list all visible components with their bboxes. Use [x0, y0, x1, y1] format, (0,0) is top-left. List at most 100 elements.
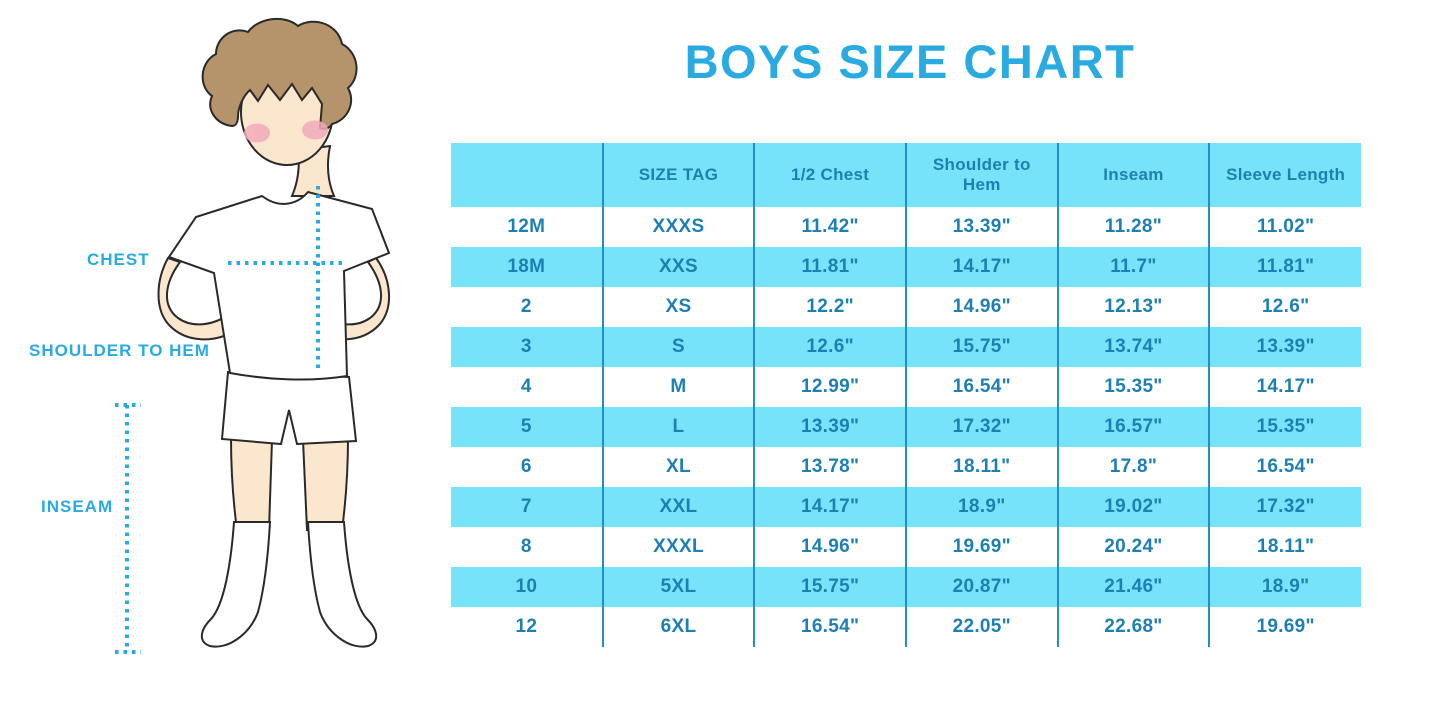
boy-right-leg	[301, 436, 350, 531]
boy-hair	[201, 17, 358, 130]
cell-sleeve-length: 17.32"	[1208, 487, 1361, 527]
cell-size: 7	[520, 496, 532, 517]
boy-illustration	[115, 17, 391, 654]
cell-size-tag: L	[601, 407, 755, 447]
cell-size: 18M	[507, 256, 546, 277]
cell-sleeve-length: 11.81"	[1208, 247, 1361, 287]
cell-shoulder-to-hem: 16.54"	[904, 367, 1058, 407]
inseam-label: INSEAM	[41, 497, 114, 516]
cell-size-tag: S	[601, 327, 755, 367]
table-row: 18M XXS 11.81" 14.17" 11.7" 11.81"	[451, 247, 1361, 287]
table-row: 8 XXXL 14.96" 19.69" 20.24" 18.11"	[451, 527, 1361, 567]
cell-sleeve-length: 14.17"	[1208, 367, 1361, 407]
cell-half-chest: 11.42"	[753, 207, 906, 247]
table-row: 6 XL 13.78" 18.11" 17.8" 16.54"	[451, 447, 1361, 487]
cell-sleeve-length: 18.11"	[1208, 527, 1361, 567]
boy-left-leg	[229, 436, 274, 531]
cell-sleeve-length: 16.54"	[1208, 447, 1361, 487]
cell-size-tag: XS	[601, 287, 755, 327]
cell-size: 10	[515, 576, 538, 597]
cell-size-tag: M	[601, 367, 755, 407]
cell-shoulder-to-hem: 14.96"	[904, 287, 1058, 327]
cell-inseam: 20.24"	[1056, 527, 1210, 567]
cell-sleeve-length: 12.6"	[1208, 287, 1361, 327]
header-cell-size-tag: SIZE TAG	[601, 143, 755, 207]
table-header-row: SIZE TAG 1/2 Chest Shoulder to Hem Insea…	[451, 143, 1361, 207]
cell-shoulder-to-hem: 13.39"	[904, 207, 1058, 247]
chest-label: CHEST	[87, 250, 150, 269]
table-row: 12 6XL 16.54" 22.05" 22.68" 19.69"	[451, 607, 1361, 647]
header-cell-inseam: Inseam	[1056, 143, 1210, 207]
cell-half-chest: 12.2"	[753, 287, 906, 327]
cell-half-chest: 12.99"	[753, 367, 906, 407]
cell-shoulder-to-hem: 17.32"	[904, 407, 1058, 447]
cell-shoulder-to-hem: 19.69"	[904, 527, 1058, 567]
cell-half-chest: 13.78"	[753, 447, 906, 487]
header-cell-shoulder-to-hem: Shoulder to Hem	[904, 143, 1058, 207]
cell-size-tag: XXS	[601, 247, 755, 287]
cell-size: 5	[520, 416, 532, 437]
cell-size: 6	[520, 456, 532, 477]
shoulder-to-hem-label: SHOULDER TO HEM	[29, 341, 210, 360]
cell-inseam: 19.02"	[1056, 487, 1210, 527]
cell-size: 8	[520, 536, 532, 557]
cell-size: 2	[520, 296, 532, 317]
header-cell-half-chest: 1/2 Chest	[753, 143, 906, 207]
cell-shoulder-to-hem: 18.11"	[904, 447, 1058, 487]
boy-left-sock	[200, 521, 272, 648]
cell-size-tag: XXXS	[601, 207, 755, 247]
table-row: 12M XXXS 11.42" 13.39" 11.28" 11.02"	[451, 207, 1361, 247]
boy-tshirt	[167, 190, 391, 381]
cell-sleeve-length: 11.02"	[1208, 207, 1361, 247]
cell-half-chest: 13.39"	[753, 407, 906, 447]
cell-size: 4	[520, 376, 532, 397]
cell-half-chest: 12.6"	[753, 327, 906, 367]
cell-half-chest: 15.75"	[753, 567, 906, 607]
boy-right-sock	[306, 521, 378, 648]
cell-sleeve-length: 19.69"	[1208, 607, 1361, 647]
table-row: 2 XS 12.2" 14.96" 12.13" 12.6"	[451, 287, 1361, 327]
size-table: SIZE TAG 1/2 Chest Shoulder to Hem Insea…	[451, 143, 1361, 647]
boy-left-cheek	[244, 123, 270, 143]
cell-size-tag: 5XL	[601, 567, 755, 607]
cell-half-chest: 16.54"	[753, 607, 906, 647]
table-row: 5 L 13.39" 17.32" 16.57" 15.35"	[451, 407, 1361, 447]
cell-sleeve-length: 13.39"	[1208, 327, 1361, 367]
cell-inseam: 22.68"	[1056, 607, 1210, 647]
cell-size-tag: XXXL	[601, 527, 755, 567]
cell-size-tag: XL	[601, 447, 755, 487]
cell-inseam: 11.28"	[1056, 207, 1210, 247]
cell-inseam: 15.35"	[1056, 367, 1210, 407]
cell-inseam: 13.74"	[1056, 327, 1210, 367]
cell-inseam: 11.7"	[1056, 247, 1210, 287]
cell-half-chest: 14.17"	[753, 487, 906, 527]
cell-inseam: 16.57"	[1056, 407, 1210, 447]
cell-shoulder-to-hem: 15.75"	[904, 327, 1058, 367]
cell-size-tag: 6XL	[601, 607, 755, 647]
cell-half-chest: 14.96"	[753, 527, 906, 567]
cell-size-tag: XXL	[601, 487, 755, 527]
cell-size: 12M	[507, 216, 546, 237]
page-title: BOYS SIZE CHART	[684, 35, 1136, 88]
cell-size: 3	[520, 336, 532, 357]
table-row: 4 M 12.99" 16.54" 15.35" 14.17"	[451, 367, 1361, 407]
cell-size: 12	[515, 616, 538, 637]
cell-inseam: 17.8"	[1056, 447, 1210, 487]
cell-inseam: 12.13"	[1056, 287, 1210, 327]
header-cell-sleeve-length: Sleeve Length	[1208, 143, 1361, 207]
cell-inseam: 21.46"	[1056, 567, 1210, 607]
boy-shorts	[220, 370, 358, 446]
cell-sleeve-length: 15.35"	[1208, 407, 1361, 447]
cell-shoulder-to-hem: 14.17"	[904, 247, 1058, 287]
cell-half-chest: 11.81"	[753, 247, 906, 287]
table-row: 7 XXL 14.17" 18.9" 19.02" 17.32"	[451, 487, 1361, 527]
cell-shoulder-to-hem: 18.9"	[904, 487, 1058, 527]
cell-sleeve-length: 18.9"	[1208, 567, 1361, 607]
cell-shoulder-to-hem: 20.87"	[904, 567, 1058, 607]
table-row: 10 5XL 15.75" 20.87" 21.46" 18.9"	[451, 567, 1361, 607]
header-cell-size	[451, 143, 603, 207]
table-row: 3 S 12.6" 15.75" 13.74" 13.39"	[451, 327, 1361, 367]
cell-shoulder-to-hem: 22.05"	[904, 607, 1058, 647]
boy-right-cheek	[302, 120, 328, 140]
